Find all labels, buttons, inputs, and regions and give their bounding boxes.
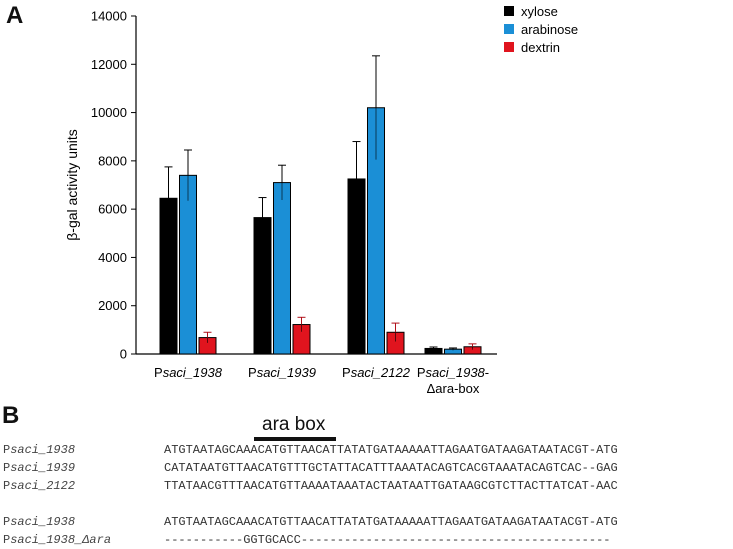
y-tick-label: 12000 — [91, 57, 127, 72]
y-tick-label: 8000 — [98, 153, 127, 168]
ara-box-label: ara box — [262, 414, 326, 435]
sequence-name: Psaci_1938 — [3, 443, 76, 457]
category-label: Psaci_1938 — [154, 365, 223, 380]
ara-box-bar — [254, 437, 336, 441]
bar-arabinose — [179, 174, 197, 355]
bar-chart: 0 2000 4000 6000 8000 10000 12000 14000 β-gal ac… — [64, 4, 578, 396]
panel-b-letter: B — [2, 402, 20, 429]
y-tick-label: 10000 — [91, 105, 127, 120]
legend-swatch-xylose — [504, 6, 514, 16]
sequence-name: Psaci_1938 — [3, 515, 76, 529]
legend-label-arabinose: arabinose — [521, 22, 578, 37]
y-tick-label: 6000 — [98, 202, 127, 217]
legend-label-xylose: xylose — [521, 4, 558, 19]
sequence-name: Psaci_1938_Δara — [3, 533, 112, 547]
sequence-text: CATATAATGTTAACATGTTTGCTATTACATTTAAATACAG… — [164, 461, 618, 475]
y-tick-label: 14000 — [91, 9, 127, 24]
sequence-text: ATGTAATAGCAAACATGTTAACATTATATGATAAAAATTA… — [164, 443, 618, 457]
sequence-text: ATGTAATAGCAAACATGTTAACATTATATGATAAAAATTA… — [164, 515, 618, 529]
legend-swatch-dextrin — [504, 42, 514, 52]
y-tick-label: 2000 — [98, 298, 127, 313]
category-label: Psaci_2122 — [342, 365, 411, 380]
bar-arabinose — [273, 182, 291, 355]
sequence-text: TTATAACGTTTAACATGTTAAAATAAATACTAATAATTGA… — [164, 479, 618, 493]
category-label: Psaci_1939 — [248, 365, 316, 380]
sequence-name: Psaci_2122 — [3, 479, 76, 493]
sequence-text: -----------GGTGCACC---------------------… — [164, 533, 611, 547]
category-label-line2: Δara-box — [427, 381, 480, 396]
category-label: Psaci_1938- — [417, 365, 489, 380]
y-tick-label: 0 — [120, 347, 127, 362]
legend-swatch-arabinose — [504, 24, 514, 34]
sequence-name: Psaci_1939 — [3, 461, 76, 475]
panel-a-letter: A — [6, 2, 24, 29]
y-tick-label: 4000 — [98, 250, 127, 265]
legend-label-dextrin: dextrin — [521, 40, 560, 55]
bar-xylose — [253, 217, 272, 355]
y-axis-label: β-gal activity units — [64, 129, 80, 241]
